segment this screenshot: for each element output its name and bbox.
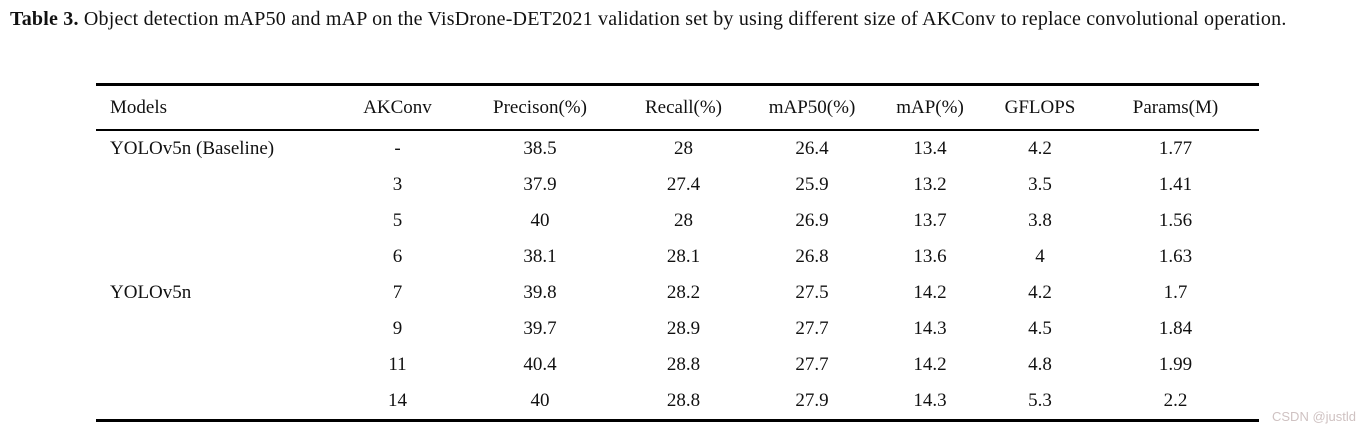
column-header-models: Models (96, 84, 330, 131)
table-cell: 4.2 (1028, 282, 1052, 303)
model-name-cell (96, 239, 330, 275)
table-cell: 1.77 (1158, 138, 1193, 159)
column-header-akconv: AKConv (330, 84, 465, 131)
column-header-map50: mAP50(%) (752, 84, 872, 131)
table-cell: 40 (530, 210, 550, 231)
model-name-cell (96, 347, 330, 383)
column-header-map: mAP(%) (872, 84, 988, 131)
table-cell: 3.8 (1028, 210, 1052, 231)
table-cell: 28.2 (666, 282, 701, 303)
table-cell: 13.6 (913, 246, 947, 267)
table-cell: 27.4 (666, 174, 701, 195)
model-name-cell (96, 383, 330, 421)
table-cell: 4.5 (1028, 318, 1052, 339)
column-header-precison: Precison(%) (465, 84, 615, 131)
csdn-watermark: CSDN @justld (1272, 409, 1356, 424)
table-cell: 13.7 (913, 210, 947, 231)
table-cell: 13.4 (913, 138, 947, 159)
table-cell: 40.4 (523, 354, 557, 375)
results-table: Models AKConv Precison(%) Recall(%) mAP5… (96, 83, 1259, 422)
table-cell: 27.9 (795, 390, 829, 411)
table-cell: 1.63 (1158, 246, 1193, 267)
table-row: YOLOv5n 7 39.8 28.2 27.5 14.2 4.2 1.7 (96, 275, 1259, 311)
table-cell: 5.3 (1028, 390, 1052, 411)
table-cell: 25.9 (795, 174, 829, 195)
table-caption-label: Table 3. (10, 8, 79, 30)
table-caption-text: Object detection mAP50 and mAP on the Vi… (78, 8, 1287, 30)
header-row: Models AKConv Precison(%) Recall(%) mAP5… (96, 84, 1259, 131)
table-cell: 2.2 (1163, 390, 1188, 411)
table-row: 3 37.9 27.4 25.9 13.2 3.5 1.41 (96, 167, 1259, 203)
column-header-recall: Recall(%) (615, 84, 752, 131)
table-cell: 14.2 (913, 282, 947, 303)
column-header-params: Params(M) (1092, 84, 1259, 131)
model-name-cell (96, 203, 330, 239)
table-cell: 27.5 (795, 282, 829, 303)
table-cell: 1.56 (1158, 210, 1193, 231)
model-name-cell (96, 311, 330, 347)
table-cell: 40 (530, 390, 550, 411)
table-cell: 9 (392, 318, 403, 339)
table-cell: 14.3 (913, 390, 947, 411)
table-row: 6 38.1 28.1 26.8 13.6 4 1.63 (96, 239, 1259, 275)
table-cell: 28.1 (666, 246, 701, 267)
table-cell: 5 (392, 210, 403, 231)
column-header-gflops: GFLOPS (988, 84, 1092, 131)
table-cell: 11 (388, 354, 407, 375)
table-cell: 26.8 (795, 246, 829, 267)
model-name-cell: YOLOv5n (Baseline) (110, 138, 275, 159)
table-row: 14 40 28.8 27.9 14.3 5.3 2.2 (96, 383, 1259, 421)
table-cell: 38.1 (523, 246, 557, 267)
table-cell: 28.8 (666, 354, 701, 375)
table-cell: 3.5 (1028, 174, 1052, 195)
model-name-cell: YOLOv5n (110, 282, 192, 303)
table-row: 9 39.7 28.9 27.7 14.3 4.5 1.84 (96, 311, 1259, 347)
model-name-cell (96, 167, 330, 203)
table-cell: 28.8 (666, 390, 701, 411)
table-cell: 39.7 (523, 318, 557, 339)
table-row: 5 40 28 26.9 13.7 3.8 1.56 (96, 203, 1259, 239)
table-cell: 39.8 (523, 282, 557, 303)
table-cell: 4 (1035, 246, 1045, 267)
table-cell: 1.99 (1158, 354, 1193, 375)
table-cell: 26.9 (795, 210, 829, 231)
table-cell: 7 (392, 282, 403, 303)
table-caption: Table 3. Object detection mAP50 and mAP … (10, 6, 1354, 33)
table-cell: 38.5 (523, 138, 557, 159)
table-cell: 6 (392, 246, 403, 267)
table-row: YOLOv5n (Baseline) - 38.5 28 26.4 13.4 4… (96, 130, 1259, 167)
table-cell: 13.2 (913, 174, 947, 195)
table-cell: 3 (392, 174, 403, 195)
table-cell: - (394, 138, 401, 159)
table-cell: 1.41 (1158, 174, 1193, 195)
table-cell: 37.9 (523, 174, 557, 195)
table-row: 11 40.4 28.8 27.7 14.2 4.8 1.99 (96, 347, 1259, 383)
table-cell: 4.8 (1028, 354, 1052, 375)
table-cell: 4.2 (1028, 138, 1052, 159)
table-cell: 1.84 (1158, 318, 1193, 339)
table-cell: 27.7 (795, 354, 829, 375)
table-cell: 14.2 (913, 354, 947, 375)
table-cell: 28 (674, 138, 693, 159)
table-cell: 1.7 (1163, 282, 1188, 303)
table-cell: 28 (674, 210, 693, 231)
table-cell: 28.9 (666, 318, 701, 339)
table-cell: 14 (388, 390, 407, 411)
table-cell: 26.4 (795, 138, 829, 159)
table-cell: 27.7 (795, 318, 829, 339)
table-cell: 14.3 (913, 318, 947, 339)
